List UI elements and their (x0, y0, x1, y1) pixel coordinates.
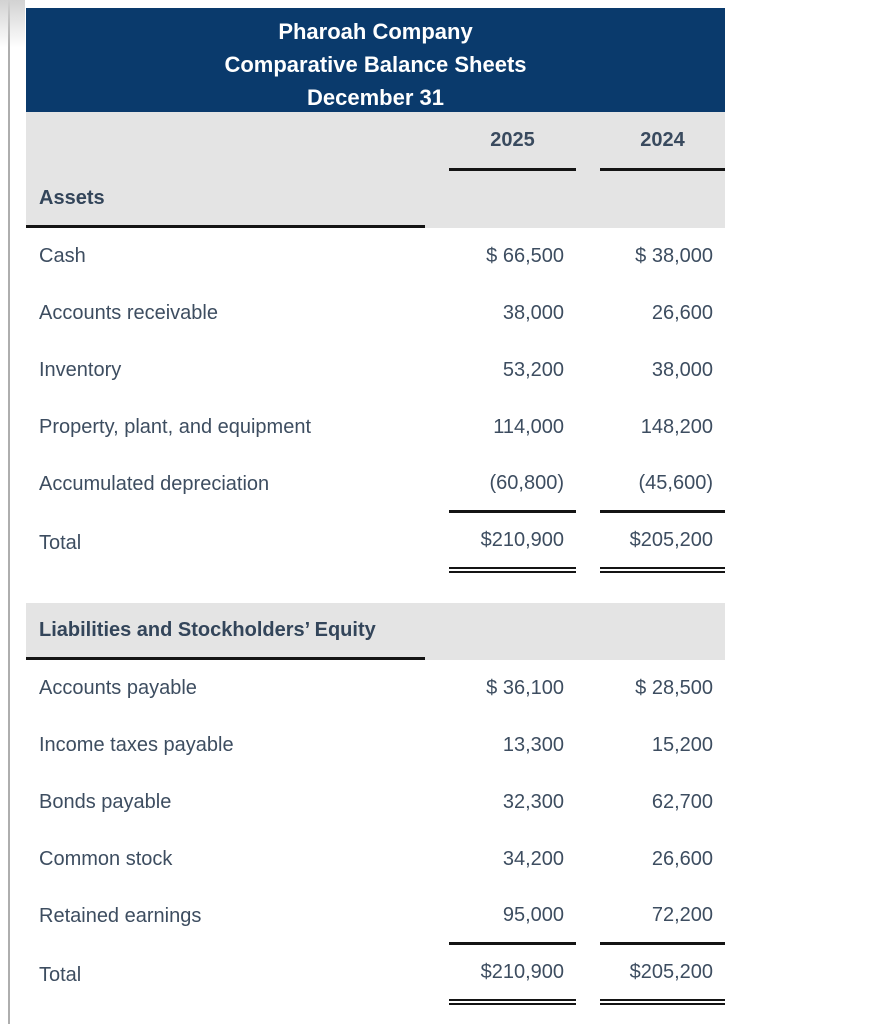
assets-section-title: Assets (26, 171, 425, 228)
statement-header: Pharoah Company Comparative Balance Shee… (26, 8, 725, 112)
accounts-receivable-value-2024: 26,600 (651, 302, 713, 324)
assets-total-value-2025: $210,900 (449, 513, 576, 573)
row-assets-total: Total $210,900 $205,200 (26, 513, 725, 573)
bonds-payable-value-2025: 32,300 (502, 791, 564, 813)
income-taxes-payable-label: Income taxes payable (39, 734, 234, 756)
accounts-receivable-value-2025: 38,000 (502, 302, 564, 324)
common-stock-value-2024: 26,600 (651, 848, 713, 870)
accounts-payable-value-2024: $ 28,500 (635, 677, 713, 699)
row-inventory: Inventory 53,200 38,000 (26, 342, 725, 399)
bonds-payable-label: Bonds payable (39, 791, 172, 813)
liabilities-total-value-2025: $210,900 (449, 945, 576, 1005)
statement-title: Comparative Balance Sheets (224, 52, 527, 77)
assets-section-spacer-2025 (449, 171, 576, 228)
accounts-receivable-label: Accounts receivable (39, 302, 218, 324)
cash-label: Cash (39, 245, 86, 267)
column-header-2024: 2024 (600, 112, 725, 171)
row-bonds-payable: Bonds payable 32,300 62,700 (26, 774, 725, 831)
assets-section-row: Assets (26, 171, 725, 228)
cash-value-2025: $ 66,500 (486, 245, 564, 267)
liabilities-section-row: Liabilities and Stockholders’ Equity (26, 603, 725, 660)
row-property-plant-equipment: Property, plant, and equipment 114,000 1… (26, 399, 725, 456)
left-edge-divider (8, 0, 10, 1024)
retained-earnings-value-2025: 95,000 (449, 888, 576, 945)
income-taxes-payable-value-2024: 15,200 (651, 734, 713, 756)
property-plant-equipment-value-2025: 114,000 (493, 416, 564, 438)
row-accounts-payable: Accounts payable $ 36,100 $ 28,500 (26, 660, 725, 717)
liabilities-section-spacer-2025 (449, 603, 576, 660)
liabilities-total-label: Total (39, 963, 82, 986)
inventory-label: Inventory (39, 359, 122, 381)
assets-section-spacer-2024 (600, 171, 725, 228)
row-income-taxes-payable: Income taxes payable 13,300 15,200 (26, 717, 725, 774)
row-retained-earnings: Retained earnings 95,000 72,200 (26, 888, 725, 945)
income-taxes-payable-value-2025: 13,300 (502, 734, 564, 756)
property-plant-equipment-value-2024: 148,200 (640, 416, 713, 438)
accounts-payable-label: Accounts payable (39, 677, 197, 699)
assets-total-label: Total (39, 531, 82, 554)
retained-earnings-label: Retained earnings (39, 905, 202, 927)
statement-date: December 31 (307, 85, 444, 110)
row-cash: Cash $ 66,500 $ 38,000 (26, 228, 725, 285)
inventory-value-2025: 53,200 (502, 359, 564, 381)
comparative-balance-sheet: Pharoah Company Comparative Balance Shee… (26, 8, 725, 1005)
liabilities-total-value-2024: $205,200 (600, 945, 725, 1005)
accumulated-depreciation-value-2025: (60,800) (449, 456, 576, 513)
common-stock-value-2025: 34,200 (502, 848, 564, 870)
property-plant-equipment-label: Property, plant, and equipment (39, 416, 312, 438)
row-accumulated-depreciation: Accumulated depreciation (60,800) (45,60… (26, 456, 725, 513)
assets-total-value-2024: $205,200 (600, 513, 725, 573)
top-edge-shadow (0, 0, 25, 48)
inventory-value-2024: 38,000 (651, 359, 713, 381)
bonds-payable-value-2024: 62,700 (651, 791, 713, 813)
liabilities-section-spacer-2024 (600, 603, 725, 660)
liabilities-section-title: Liabilities and Stockholders’ Equity (26, 603, 425, 660)
assets-header-band: 2025 2024 Assets (26, 112, 725, 228)
column-header-2025: 2025 (449, 112, 576, 171)
row-common-stock: Common stock 34,200 26,600 (26, 831, 725, 888)
retained-earnings-value-2024: 72,200 (600, 888, 725, 945)
cash-value-2024: $ 38,000 (635, 245, 713, 267)
company-name: Pharoah Company (278, 19, 473, 44)
accounts-payable-value-2025: $ 36,100 (486, 677, 564, 699)
common-stock-label: Common stock (39, 848, 173, 870)
year-row-empty-label (26, 112, 425, 171)
row-liabilities-total: Total $210,900 $205,200 (26, 945, 725, 1005)
liabilities-header-band: Liabilities and Stockholders’ Equity (26, 603, 725, 660)
accumulated-depreciation-label: Accumulated depreciation (39, 473, 270, 495)
accumulated-depreciation-value-2024: (45,600) (600, 456, 725, 513)
section-gap (26, 573, 725, 603)
row-accounts-receivable: Accounts receivable 38,000 26,600 (26, 285, 725, 342)
year-columns-row: 2025 2024 (26, 112, 725, 171)
